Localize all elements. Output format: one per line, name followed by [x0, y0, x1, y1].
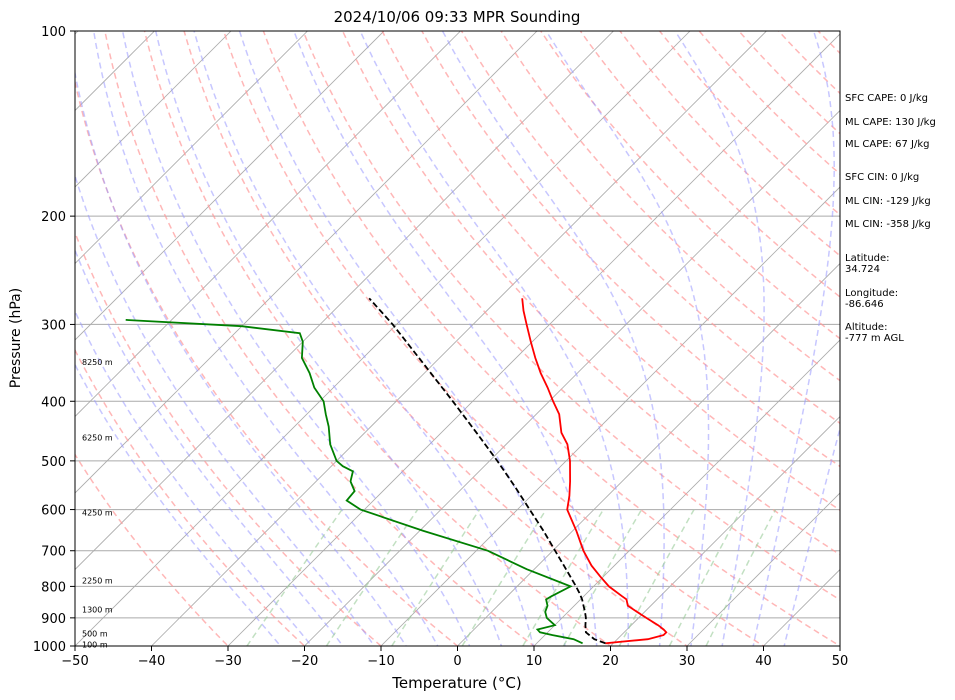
x-tick-label: 20	[602, 654, 619, 669]
moist-adiabat-line	[674, 31, 765, 646]
x-tick-label: −10	[367, 654, 394, 669]
isotherm-line	[150, 31, 768, 646]
ml-cape-text-1: ML CAPE: 130 J/kg	[845, 117, 936, 128]
y-tick-label: 600	[41, 504, 66, 519]
height-label: 8250 m	[82, 358, 113, 367]
dry-adiabat-line	[104, 31, 536, 646]
isotherm-line	[456, 262, 840, 646]
chart-title: 2024/10/06 09:33 MPR Sounding	[334, 8, 581, 26]
x-axis-label: Temperature (°C)	[391, 674, 521, 692]
dry-adiabat-line	[75, 453, 230, 646]
dry-adiabat-line	[143, 31, 612, 646]
profile-lines	[125, 297, 668, 645]
longitude-text: Longitude: -86.646	[845, 288, 899, 310]
y-tick-label: 300	[41, 318, 66, 333]
dewpoint-line	[125, 319, 583, 645]
latitude-text: Latitude: 34.724	[845, 253, 890, 275]
ml-cin-text-1: ML CIN: -129 J/kg	[845, 196, 931, 207]
x-tick-label: −20	[291, 654, 318, 669]
height-label: 100 m	[82, 641, 108, 650]
isotherm-line	[75, 31, 385, 341]
dry-adiabat-line	[75, 348, 306, 646]
moist-adiabat-line	[92, 31, 439, 646]
x-tick-label: −40	[138, 654, 165, 669]
dry-adiabat-line	[75, 78, 459, 646]
moist-adiabat-line	[783, 425, 840, 646]
y-tick-label: 700	[41, 545, 66, 560]
mixing-ratio-line	[562, 509, 643, 646]
dry-adiabat-line	[262, 31, 840, 646]
moist-adiabat-line	[193, 31, 534, 646]
altitude-text: Altitude: -777 m AGL	[845, 322, 904, 344]
temperature-line	[521, 298, 668, 645]
moist-adiabat-line	[154, 31, 503, 646]
y-axis-label: Pressure (hPa)	[8, 288, 24, 388]
ml-cin-text-2: ML CIN: -358 J/kg	[845, 219, 931, 230]
mixing-ratio-line	[618, 509, 695, 646]
moist-adiabat-line	[359, 31, 630, 646]
y-tick-label: 1000	[33, 640, 66, 655]
mixing-ratio-line	[668, 509, 742, 646]
y-axis: 100 200 300 400 500 600 700 800 900 1000	[33, 25, 75, 655]
x-tick-label: 40	[755, 654, 772, 669]
x-tick-label: −50	[61, 654, 88, 669]
y-tick-label: 900	[41, 612, 66, 627]
moist-adiabat-line	[75, 173, 376, 646]
sfc-cape-text: SFC CAPE: 0 J/kg	[845, 93, 928, 104]
ml-cape-text-2: ML CAPE: 67 J/kg	[845, 139, 930, 150]
isotherm-line	[75, 31, 462, 418]
height-label: 2250 m	[82, 577, 113, 586]
parcel-profile-line	[368, 297, 606, 645]
moist-adiabat-line	[75, 69, 407, 646]
y-tick-label: 400	[41, 395, 66, 410]
mixing-ratio-line	[325, 509, 419, 646]
x-tick-label: −30	[214, 654, 241, 669]
dry-adiabat-line	[460, 31, 840, 425]
y-tick-label: 800	[41, 580, 66, 595]
mixing-ratio-line	[246, 509, 343, 646]
y-tick-label: 500	[41, 455, 66, 470]
moist-adiabat-line	[752, 31, 835, 646]
isotherm-line	[686, 492, 840, 646]
mixing-ratio-line	[461, 509, 547, 646]
isotherm-line	[75, 31, 615, 571]
moist-adiabat-line	[121, 31, 471, 646]
moist-adiabat-line	[441, 31, 665, 646]
x-tick-label: 50	[832, 654, 849, 669]
mixing-ratio-line	[705, 509, 777, 646]
moist-adiabat-line	[238, 31, 566, 646]
x-tick-label: 10	[526, 654, 543, 669]
y-tick-label: 200	[41, 210, 66, 225]
dry-adiabat-line	[500, 31, 840, 382]
height-label: 6250 m	[82, 433, 113, 442]
x-tick-label: 30	[679, 654, 696, 669]
height-labels: 100 m 500 m 1300 m 2250 m 4250 m 6250 m 8250 m	[82, 358, 113, 650]
isotherm-line	[75, 31, 309, 265]
moist-adiabat-line	[75, 248, 344, 646]
x-tick-label: 0	[453, 654, 461, 669]
mixing-ratio-line	[391, 509, 481, 646]
background-lines	[75, 31, 840, 646]
isotherm-line	[75, 31, 232, 188]
dry-adiabat-line	[222, 31, 765, 646]
isotherm-line	[609, 415, 840, 646]
isotherm-line	[533, 339, 840, 646]
isotherm-line	[75, 31, 691, 646]
mixing-ratio-line	[522, 509, 604, 646]
sfc-cin-text: SFC CIN: 0 J/kg	[845, 172, 920, 183]
moist-adiabat-line	[75, 309, 313, 646]
isotherm-line	[75, 31, 538, 494]
dry-adiabat-line	[539, 31, 840, 340]
height-label: 4250 m	[82, 509, 113, 518]
x-axis: −50 −40 −30 −20 −10 0 10 20 30 40 50	[61, 646, 848, 669]
height-label: 500 m	[82, 630, 108, 639]
isotherm-line	[303, 109, 840, 646]
isotherm-line	[227, 33, 840, 646]
moist-adiabat-line	[545, 31, 710, 646]
isotherm-line	[380, 186, 840, 646]
y-tick-label: 100	[41, 25, 66, 40]
height-label: 1300 m	[82, 606, 113, 615]
